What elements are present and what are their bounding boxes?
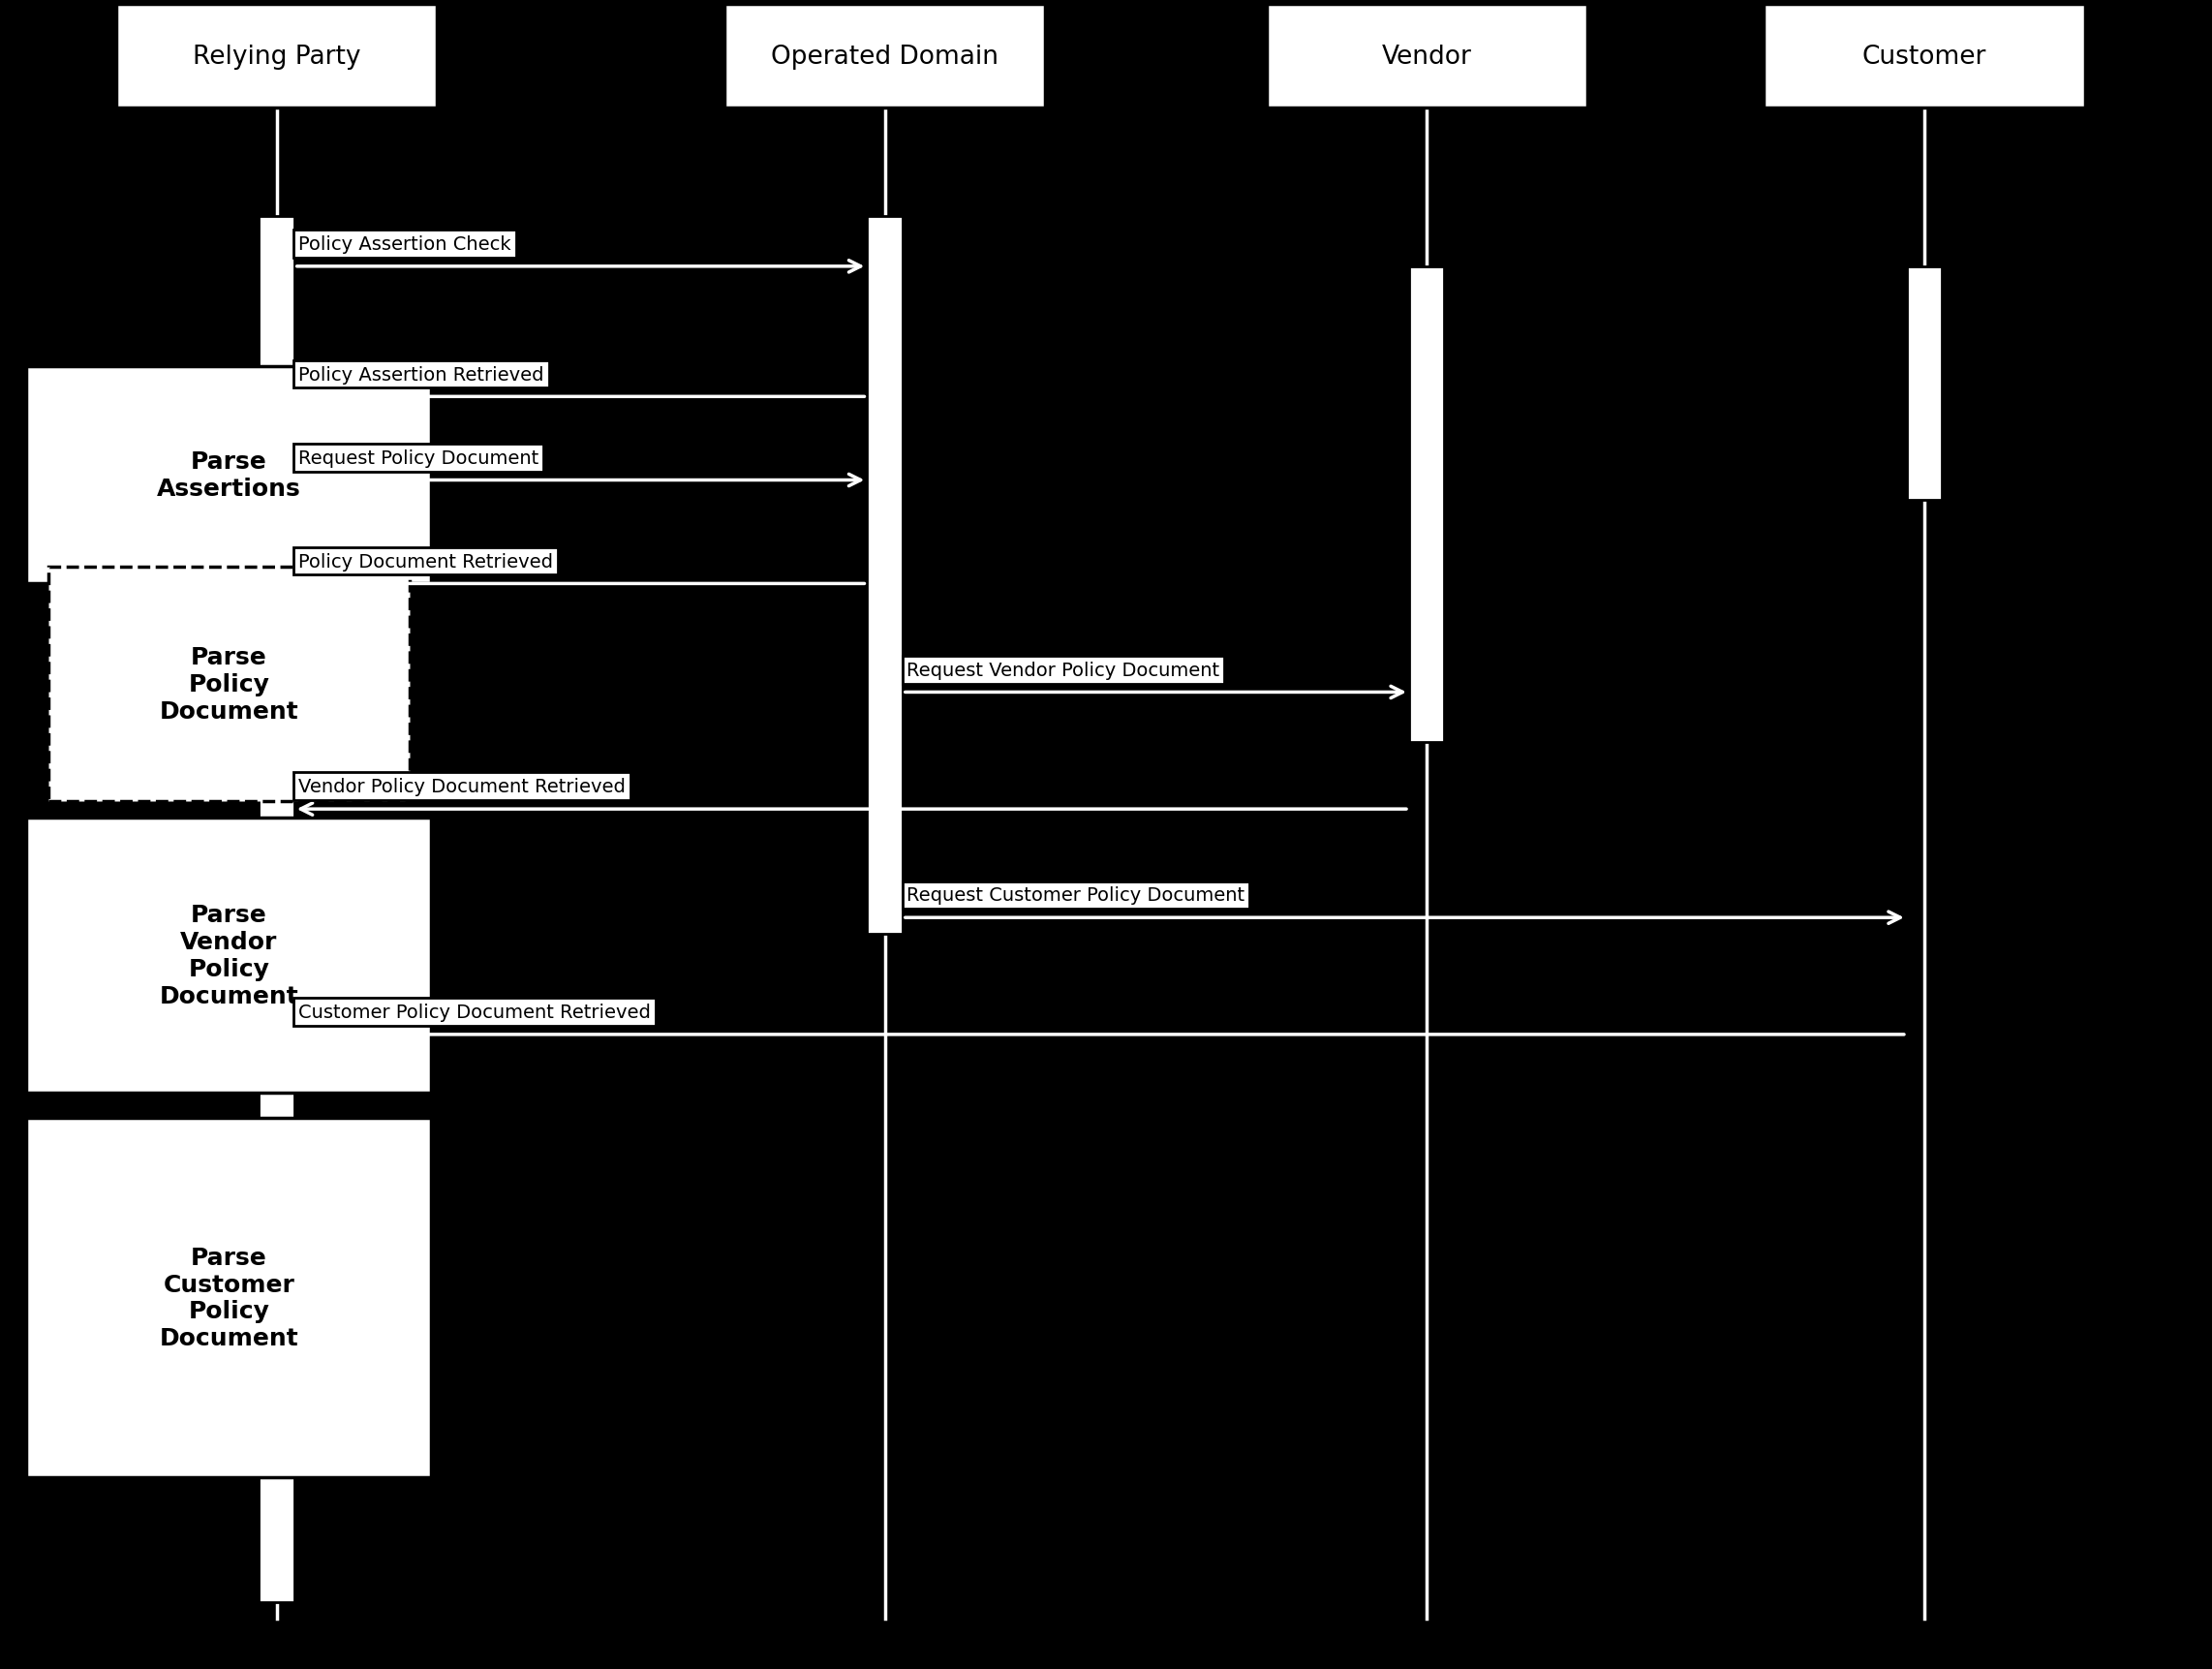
FancyBboxPatch shape bbox=[27, 818, 431, 1093]
Text: Policy Assertion Check: Policy Assertion Check bbox=[299, 235, 511, 254]
FancyBboxPatch shape bbox=[1907, 267, 1942, 501]
FancyBboxPatch shape bbox=[259, 217, 294, 1602]
Text: Vendor: Vendor bbox=[1382, 43, 1471, 70]
Text: Parse
Policy
Document: Parse Policy Document bbox=[159, 646, 299, 723]
FancyBboxPatch shape bbox=[1409, 267, 1444, 743]
Text: Request Customer Policy Document: Request Customer Policy Document bbox=[907, 886, 1245, 905]
FancyBboxPatch shape bbox=[726, 5, 1046, 108]
FancyBboxPatch shape bbox=[27, 1118, 431, 1477]
FancyBboxPatch shape bbox=[1265, 5, 1588, 108]
Text: Parse
Assertions: Parse Assertions bbox=[157, 451, 301, 501]
Text: Vendor Policy Document Retrieved: Vendor Policy Document Retrieved bbox=[299, 778, 626, 796]
Text: Operated Domain: Operated Domain bbox=[772, 43, 998, 70]
Text: Customer Policy Document Retrieved: Customer Policy Document Retrieved bbox=[299, 1003, 650, 1021]
Text: Customer: Customer bbox=[1863, 43, 1986, 70]
Text: Request Vendor Policy Document: Request Vendor Policy Document bbox=[907, 661, 1219, 679]
Text: Policy Assertion Retrieved: Policy Assertion Retrieved bbox=[299, 366, 544, 384]
FancyBboxPatch shape bbox=[117, 5, 438, 108]
FancyBboxPatch shape bbox=[49, 567, 409, 801]
FancyBboxPatch shape bbox=[1765, 5, 2084, 108]
FancyBboxPatch shape bbox=[27, 367, 431, 584]
FancyBboxPatch shape bbox=[867, 217, 902, 935]
Text: Parse
Vendor
Policy
Document: Parse Vendor Policy Document bbox=[159, 903, 299, 1008]
Text: Parse
Customer
Policy
Document: Parse Customer Policy Document bbox=[159, 1245, 299, 1350]
Text: Policy Document Retrieved: Policy Document Retrieved bbox=[299, 552, 553, 571]
Text: Request Policy Document: Request Policy Document bbox=[299, 449, 540, 467]
Text: Relying Party: Relying Party bbox=[192, 43, 361, 70]
